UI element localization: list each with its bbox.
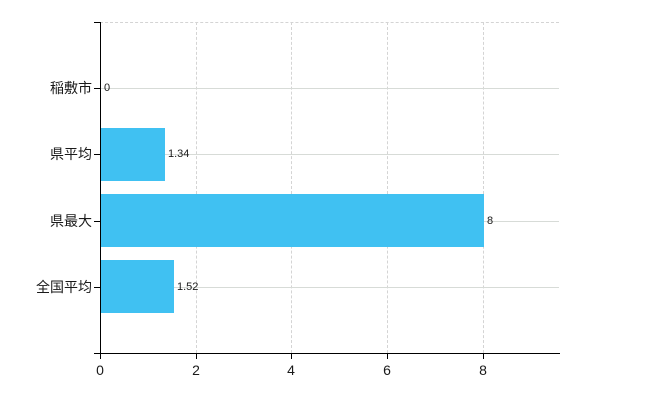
bar — [101, 128, 165, 181]
v-gridline — [483, 22, 484, 353]
bar — [101, 260, 174, 313]
y-axis-tick — [94, 287, 100, 288]
plot-area: 0 1.34 8 1.52 — [100, 22, 559, 353]
x-axis-tick-label: 4 — [287, 362, 295, 378]
bar-value-label: 1.34 — [168, 148, 190, 160]
y-axis-tick — [94, 221, 100, 222]
x-axis-tick — [291, 354, 292, 359]
x-axis-line — [94, 353, 560, 354]
y-axis-category-label: 稲敷市 — [50, 80, 92, 96]
v-gridline — [196, 22, 197, 353]
y-axis-category-label: 県最大 — [50, 213, 92, 229]
x-axis-tick — [483, 354, 484, 359]
x-axis-tick-label: 2 — [192, 362, 200, 378]
x-axis-tick-label: 8 — [479, 362, 487, 378]
y-axis-tick — [94, 88, 100, 89]
v-gridline — [291, 22, 292, 353]
bar — [101, 194, 484, 247]
x-axis-tick — [196, 354, 197, 359]
y-axis-tick — [94, 22, 100, 23]
y-axis-line — [100, 22, 101, 353]
x-axis-tick-label: 6 — [383, 362, 391, 378]
bar-value-label: 8 — [487, 215, 494, 227]
x-axis-tick — [387, 354, 388, 359]
plot-top-border — [100, 22, 559, 23]
bar-value-label: 0 — [104, 82, 111, 94]
v-gridline — [387, 22, 388, 353]
bar-value-label: 1.52 — [177, 281, 199, 293]
y-axis-tick — [94, 154, 100, 155]
h-gridline — [100, 287, 559, 288]
y-axis-category-label: 県平均 — [50, 146, 92, 162]
h-gridline — [100, 88, 559, 89]
x-axis-tick-label: 0 — [96, 362, 104, 378]
y-axis-category-label: 全国平均 — [36, 279, 92, 295]
x-axis-tick — [100, 354, 101, 359]
h-gridline — [100, 154, 559, 155]
